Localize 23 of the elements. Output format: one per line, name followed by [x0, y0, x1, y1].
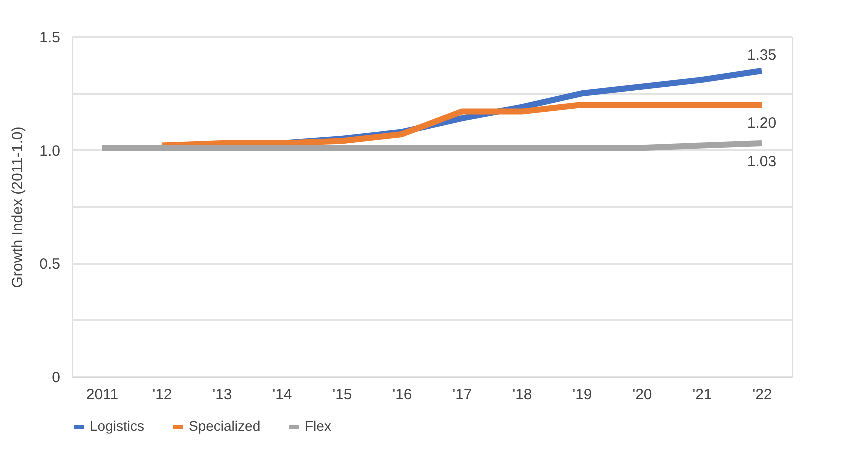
y-tick-label: 0.5: [40, 256, 60, 274]
annotation: 1.20: [747, 115, 777, 132]
x-tick-label: '13: [212, 386, 232, 404]
x-tick-label: 2011: [86, 386, 119, 404]
annotation: 1.03: [747, 154, 777, 171]
legend-label: Flex: [305, 418, 332, 434]
x-tick-label: '18: [512, 386, 532, 404]
x-tick-label: '22: [752, 386, 772, 404]
x-tick-label: '16: [392, 386, 412, 404]
x-tick-label: '12: [152, 386, 172, 404]
x-tick-label: '17: [452, 386, 472, 404]
annotation: 1.35: [747, 47, 777, 64]
x-tick-label: '15: [332, 386, 352, 404]
x-tick-label: '21: [692, 386, 712, 404]
y-tick-label: 1.0: [40, 142, 60, 160]
x-tick-label: '19: [572, 386, 592, 404]
legend-label: Logistics: [90, 418, 144, 434]
y-axis-title: Growth Index (2011-1.0): [10, 126, 27, 288]
x-tick-label: '14: [272, 386, 292, 404]
y-tick-label: 1.5: [40, 30, 60, 46]
x-tick-label: '20: [632, 386, 652, 404]
legend-label: Specialized: [189, 418, 261, 434]
y-tick-label: 0: [52, 370, 60, 386]
